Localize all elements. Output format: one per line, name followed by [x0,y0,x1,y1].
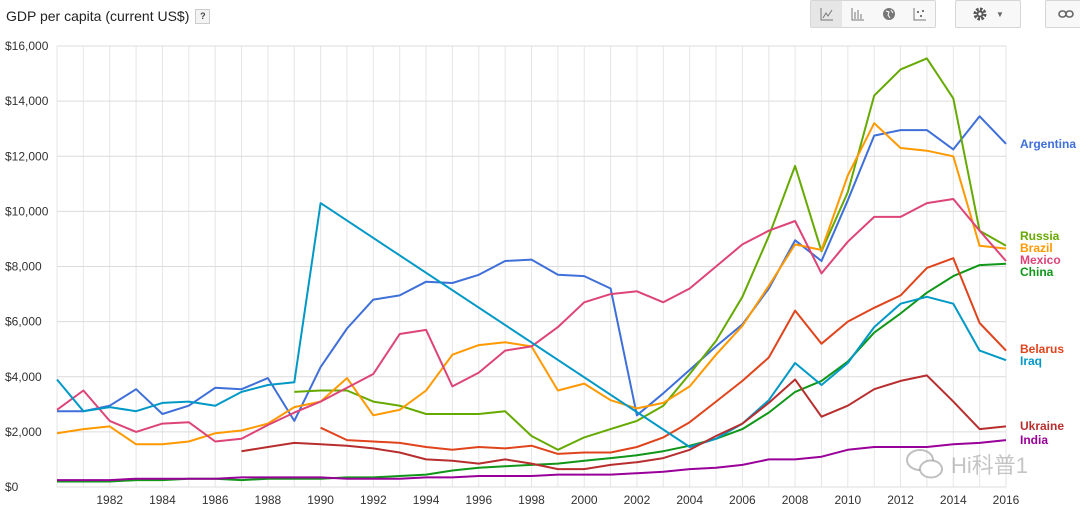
x-axis: 1982 1984 1986 1988 1990 1992 1994 1996 1998 2000… [96,493,1019,507]
series-line-india[interactable] [57,439,1007,482]
settings-button[interactable]: ▼ [955,0,1021,28]
x-tick-label: 1992 [360,493,387,507]
series-line-belarus[interactable] [320,257,1007,455]
bar-chart-button[interactable] [842,1,873,27]
watermark-text: Hi科普1 [951,453,1029,478]
series-line-ukraine[interactable] [241,374,1007,471]
x-tick-label: 1994 [413,493,440,507]
x-tick-label: 1984 [149,493,176,507]
wechat-logo-icon [906,449,943,479]
y-tick-label: $12,000 [5,149,49,163]
x-tick-label: 2010 [834,493,861,507]
legend-label-argentina[interactable]: Argentina [1020,137,1076,151]
scatter-chart-icon [913,8,926,21]
legend-label-russia[interactable]: Russia [1020,229,1060,243]
x-tick-label: 2016 [993,493,1020,507]
x-tick-label: 1988 [255,493,282,507]
chart-type-toolbar [810,0,936,28]
globe-map-icon [882,8,895,20]
legend-label-india[interactable]: India [1020,433,1048,447]
bar-chart-icon [851,8,864,21]
x-tick-label: 1986 [202,493,229,507]
legend-label-ukraine[interactable]: Ukraine [1020,419,1064,433]
x-tick-label: 2012 [887,493,914,507]
series-line-mexico[interactable] [56,198,1007,443]
y-tick-label: $16,000 [5,39,49,53]
y-tick-label: $10,000 [5,204,49,218]
legend-label-mexico[interactable]: Mexico [1020,253,1061,267]
legend-label-iraq[interactable]: Iraq [1020,354,1042,368]
line-chart-button[interactable] [811,1,842,27]
x-tick-label: 2014 [940,493,967,507]
help-button[interactable]: ? [195,8,211,24]
scatter-chart-button[interactable] [904,1,935,27]
x-tick-label: 1982 [96,493,123,507]
line-chart-icon [820,8,833,21]
x-tick-label: 1996 [465,493,492,507]
map-chart-button[interactable] [873,1,904,27]
legend: ArgentinaRussiaBrazilMexicoChinaBelarusI… [1020,137,1076,447]
x-tick-label: 1998 [518,493,545,507]
y-tick-label: $2,000 [5,425,42,439]
grid [56,45,1007,488]
x-tick-label: 2008 [782,493,809,507]
x-tick-label: 2000 [571,493,598,507]
gear-icon [973,7,987,21]
x-tick-label: 2002 [624,493,651,507]
series-line-russia[interactable] [294,57,1007,451]
legend-label-belarus[interactable]: Belarus [1020,342,1064,356]
series-lines [56,57,1007,483]
legend-label-china[interactable]: China [1020,265,1054,279]
y-axis: $0 $2,000 $4,000 $6,000 $8,000 $10,000 $12,000… [5,39,49,494]
chevron-down-icon: ▼ [996,9,1004,19]
link-icon [1058,10,1074,18]
x-tick-label: 1990 [307,493,334,507]
y-tick-label: $14,000 [5,94,49,108]
y-tick-label: $8,000 [5,260,42,274]
watermark: Hi科普1 [905,447,1028,481]
x-tick-label: 2004 [676,493,703,507]
x-tick-label: 2006 [729,493,756,507]
y-tick-label: $4,000 [5,370,42,384]
chart-title-bar: GDP per capita (current US$) ? [6,8,211,24]
link-button[interactable] [1045,0,1080,28]
legend-label-brazil[interactable]: Brazil [1020,241,1053,255]
y-tick-label: $6,000 [5,315,42,329]
series-line-argentina[interactable] [57,115,1007,422]
chart-title: GDP per capita (current US$) [6,8,190,24]
y-tick-label: $0 [5,480,19,494]
